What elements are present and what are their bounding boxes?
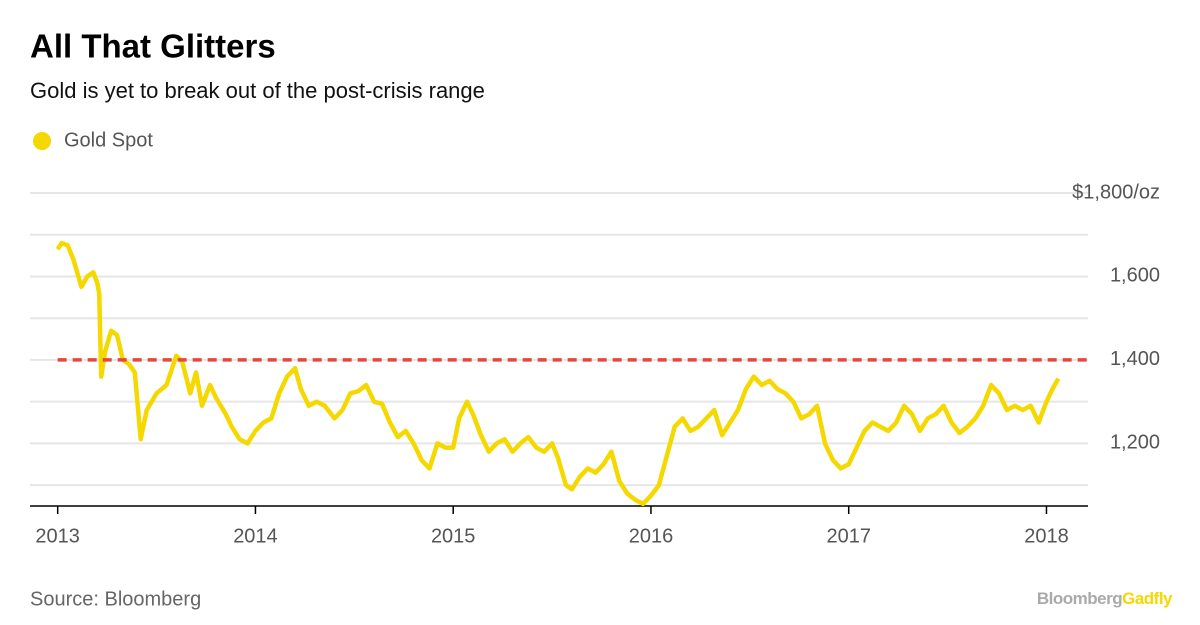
source: Source: Bloomberg [30,588,201,610]
chart-title: All That Glitters [30,28,276,65]
y-tick-label: 1,600 [1110,265,1160,287]
x-tick-label: 2016 [629,525,674,547]
branding: BloombergGadfly [1037,589,1173,608]
y-tick-label: $1,800/oz [1072,181,1160,203]
x-tick-label: 2018 [1024,525,1069,547]
y-tick-label: 1,400 [1110,348,1160,370]
x-tick-label: 2014 [233,525,278,547]
x-tick-label: 2015 [431,525,476,547]
chart-subtitle: Gold is yet to break out of the post-cri… [30,78,485,103]
legend-marker [33,132,51,150]
branding-part: Gadfly [1122,589,1173,608]
data-line [55,240,1061,507]
y-tick-label: 1,200 [1110,432,1160,454]
legend-label: Gold Spot [64,129,153,151]
x-tick-label: 2013 [35,525,80,547]
x-tick-label: 2017 [826,525,871,547]
branding-part: Bloomberg [1037,589,1122,608]
